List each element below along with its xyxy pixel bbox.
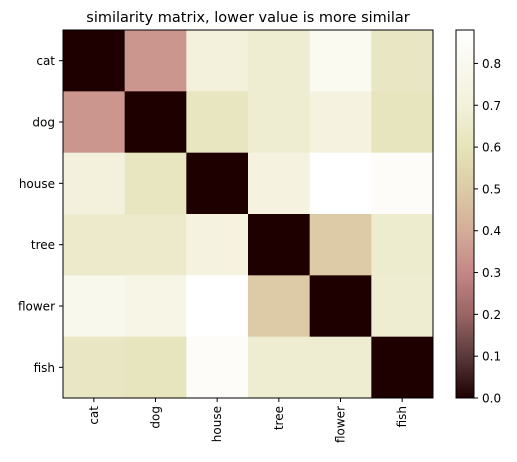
heatmap-cell [124,336,187,399]
x-tick-label: fish [395,406,409,427]
heatmap-cell [248,275,311,338]
colorbar-tick-label: 0.7 [482,99,501,113]
heatmap-cell [124,30,187,92]
heatmap-cell [186,275,249,338]
heatmap-cell [248,214,311,276]
x-axis-ticks: cat dog house tree flower fish [87,398,409,443]
x-tick-label: dog [149,406,163,429]
y-axis-ticks: cat dog house tree flower fish [18,54,63,375]
colorbar-tick-label: 0.0 [482,392,501,406]
heatmap-cell [63,336,126,399]
heatmap-cell [63,30,126,92]
heatmap-cell [63,275,126,338]
heatmap-cell [309,91,372,154]
y-tick-label: cat [36,54,55,68]
heatmap-cell [248,30,311,92]
plot-frame [62,29,434,399]
heatmap-cell [309,30,372,92]
heatmap-cell [309,336,372,399]
heatmap-cell [186,30,249,92]
heatmap-cells [63,30,434,399]
heatmap-cell [371,336,434,399]
x-tick-label: cat [87,406,101,425]
x-tick-label: house [210,406,224,442]
heatmap-cell [371,275,434,338]
colorbar [455,29,475,399]
heatmap-cell [371,30,434,92]
x-tick-label: tree [272,406,286,430]
chart-title: similarity matrix, lower value is more s… [86,10,409,26]
heatmap-cell [309,214,372,276]
colorbar-ticks: 0.0 0.1 0.2 0.3 0.4 0.5 0.6 0.7 0.8 [474,57,501,406]
heatmap-cell [248,152,311,215]
y-tick-label: house [19,177,55,191]
heatmap-cell [124,91,187,154]
heatmap-cell [309,152,372,215]
heatmap-cell [186,152,249,215]
heatmap-cell [371,91,434,154]
heatmap-cell [248,336,311,399]
heatmap-cell [248,91,311,154]
colorbar-tick-label: 0.3 [482,266,501,280]
colorbar-tick-label: 0.4 [482,224,501,238]
x-tick-label: flower [334,406,348,443]
heatmap-cell [63,152,126,215]
heatmap-cell [124,152,187,215]
heatmap-cell [371,214,434,276]
colorbar-tick-label: 0.8 [482,57,501,71]
heatmap-cell [124,214,187,276]
heatmap-cell [186,336,249,399]
heatmap-cell [63,91,126,154]
heatmap-cell [186,214,249,276]
colorbar-tick-label: 0.2 [482,308,501,322]
heatmap-cell [124,275,187,338]
heatmap-cell [63,214,126,276]
heatmap-cell [186,91,249,154]
colorbar-tick-label: 0.5 [482,182,501,196]
y-tick-label: dog [32,116,55,130]
heatmap-cell [309,275,372,338]
y-tick-label: fish [34,361,55,375]
heatmap-cell [371,152,434,215]
y-tick-label: tree [31,238,55,252]
colorbar-tick-label: 0.6 [482,141,501,155]
colorbar-tick-label: 0.1 [482,350,501,364]
y-tick-label: flower [18,300,55,314]
